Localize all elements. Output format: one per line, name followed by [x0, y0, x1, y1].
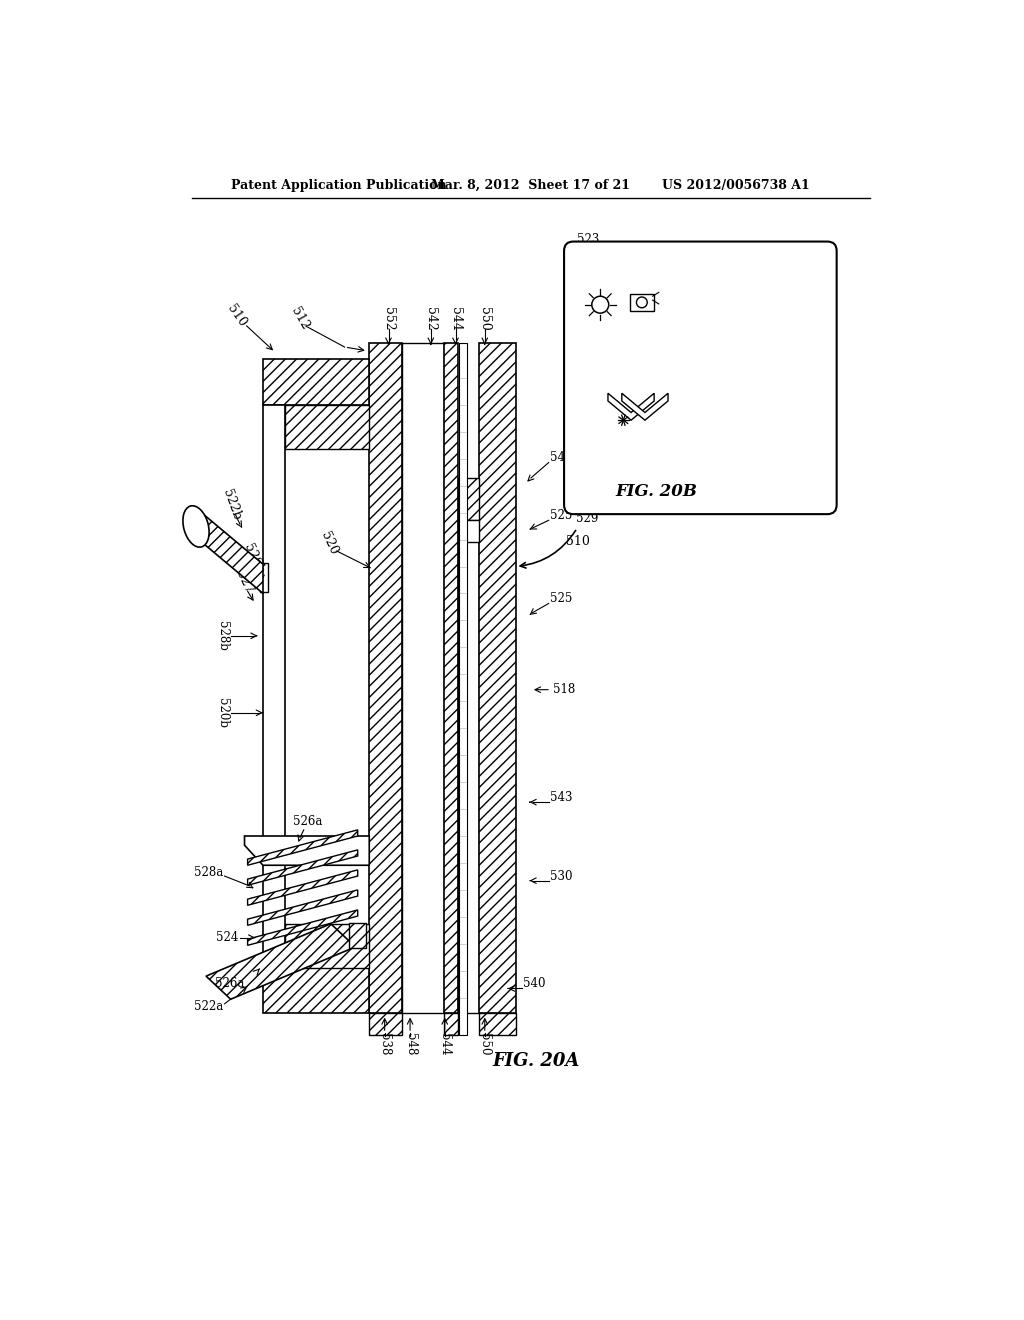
Text: 530: 530 [550, 870, 572, 883]
Text: 520b: 520b [216, 698, 229, 727]
Text: 526a: 526a [215, 977, 245, 990]
Text: 525: 525 [550, 510, 572, 523]
Text: 518: 518 [685, 367, 708, 380]
Text: Mar. 8, 2012  Sheet 17 of 21: Mar. 8, 2012 Sheet 17 of 21 [431, 178, 630, 191]
Bar [370, 1014, 401, 1035]
Bar [285, 405, 370, 449]
Bar [444, 343, 458, 1014]
Ellipse shape [183, 506, 209, 548]
Text: 510: 510 [224, 302, 249, 330]
Bar [263, 359, 370, 405]
Text: 526b: 526b [241, 541, 266, 576]
Text: 518: 518 [553, 684, 574, 696]
Text: 522b: 522b [220, 488, 244, 521]
Bar [444, 1014, 458, 1035]
Text: US 2012/0056738 A1: US 2012/0056738 A1 [662, 178, 810, 191]
Bar [630, 294, 654, 312]
FancyBboxPatch shape [564, 242, 837, 515]
Text: 522a: 522a [194, 1001, 223, 1014]
Polygon shape [248, 850, 357, 886]
Text: 529: 529 [575, 512, 598, 525]
Polygon shape [622, 393, 668, 420]
Polygon shape [206, 924, 355, 999]
Text: 538: 538 [378, 1032, 391, 1055]
Text: 548: 548 [403, 1032, 417, 1055]
Bar [460, 343, 467, 1035]
Text: FIG. 20B: FIG. 20B [615, 483, 697, 499]
Bar [458, 520, 479, 543]
Bar [458, 478, 479, 520]
Circle shape [637, 297, 647, 308]
Bar [285, 924, 370, 969]
Text: 520: 520 [318, 529, 340, 557]
Text: 544: 544 [449, 306, 462, 330]
Bar [263, 405, 285, 969]
Polygon shape [202, 512, 263, 594]
Circle shape [592, 296, 608, 313]
Polygon shape [248, 830, 357, 866]
Text: 544: 544 [438, 1032, 452, 1055]
Text: 528b: 528b [216, 620, 229, 651]
Text: 528a: 528a [194, 866, 223, 879]
Bar [401, 343, 444, 1014]
Text: 525: 525 [550, 593, 572, 606]
Text: FIG. 20A: FIG. 20A [493, 1052, 580, 1069]
Polygon shape [248, 890, 357, 925]
Bar [458, 343, 479, 1014]
Text: 510: 510 [565, 536, 590, 548]
Text: Patent Application Publication: Patent Application Publication [230, 178, 446, 191]
Text: 512: 512 [289, 305, 311, 333]
Text: 523: 523 [578, 232, 599, 246]
Text: 526a: 526a [293, 816, 323, 829]
Bar [349, 923, 367, 948]
Polygon shape [248, 870, 357, 906]
Polygon shape [248, 909, 357, 945]
Text: 546: 546 [550, 450, 572, 463]
Bar [370, 343, 401, 1014]
Text: 540: 540 [523, 977, 546, 990]
Text: 527: 527 [233, 569, 255, 595]
Polygon shape [245, 836, 370, 866]
Text: 524: 524 [216, 931, 239, 944]
Bar [479, 1014, 516, 1035]
Polygon shape [608, 393, 654, 420]
Text: 552: 552 [382, 306, 395, 330]
Bar [263, 969, 370, 1014]
Text: 550: 550 [478, 1032, 492, 1055]
Bar [260, 562, 267, 591]
Text: 543: 543 [550, 791, 572, 804]
Bar [479, 343, 516, 1014]
Text: 550: 550 [478, 306, 492, 330]
Text: 542: 542 [424, 306, 437, 330]
